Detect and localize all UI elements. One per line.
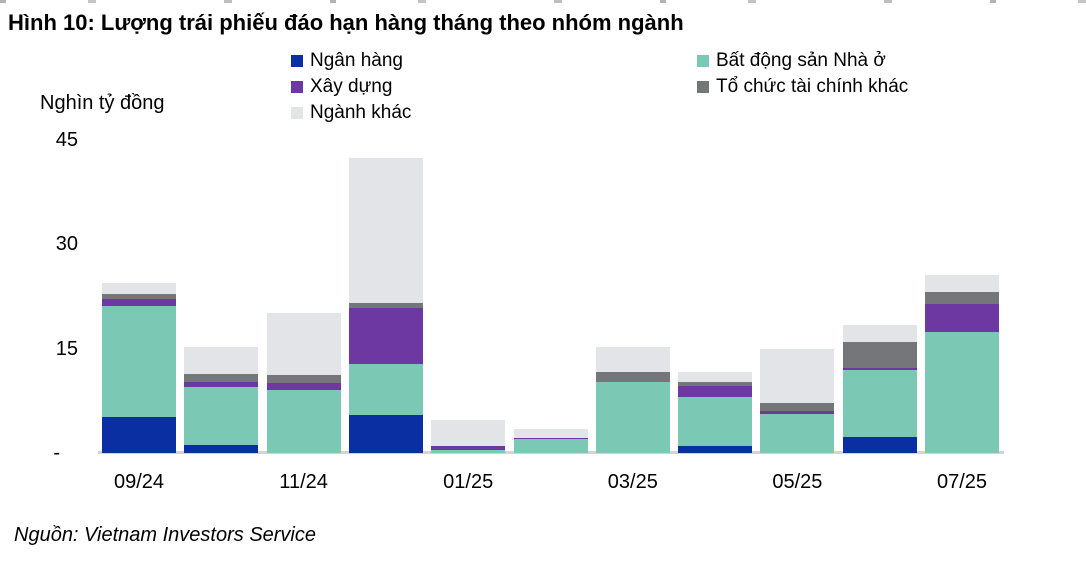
bar-segment — [431, 419, 506, 447]
chart-legend-left-column: Ngân hàng Xây dựng Ngành khác — [291, 48, 411, 126]
chart-legend-right-column: Bất động sản Nhà ở Tổ chức tài chính khác — [697, 48, 908, 100]
bar-segment — [266, 375, 341, 383]
legend-swatch-icon — [291, 55, 303, 67]
bar-group — [760, 349, 835, 453]
bar-segment — [760, 410, 835, 415]
bar-segment — [595, 372, 670, 383]
bar-segment — [266, 390, 341, 453]
bar-group — [184, 346, 259, 453]
legend-label: Ngân hàng — [310, 50, 403, 71]
bar-segment — [102, 305, 176, 417]
bar-segment — [678, 382, 753, 386]
bar-segment — [760, 414, 835, 453]
bar-group — [513, 429, 588, 453]
source-note: Nguồn: Vietnam Investors Service — [14, 524, 317, 546]
bar-segment — [348, 158, 423, 304]
legend-swatch-icon — [697, 55, 709, 67]
bar-segment — [760, 349, 835, 403]
bar-segment — [431, 446, 506, 451]
bar-segment — [184, 346, 259, 374]
x-tick-label: 01/25 — [443, 471, 494, 493]
x-tick-label: 11/24 — [279, 471, 328, 493]
legend-swatch-icon — [291, 81, 303, 93]
bar-segment — [184, 382, 259, 387]
bar-segment — [102, 293, 176, 300]
bar-segment — [348, 363, 423, 415]
bar-segment — [266, 382, 341, 391]
legend-item: Ngành khác — [291, 100, 411, 126]
bar-segment — [102, 282, 176, 294]
legend-item: Bất động sản Nhà ở — [697, 48, 908, 74]
legend-item: Tổ chức tài chính khác — [697, 74, 908, 100]
y-tick-label: 30 — [55, 233, 78, 256]
bar-segment — [348, 303, 423, 309]
bar-segment — [842, 325, 917, 343]
y-tick-label: 15 — [55, 337, 78, 360]
bar-group — [678, 372, 753, 453]
bar-segment — [678, 396, 753, 447]
bar-group — [925, 274, 999, 453]
bar-segment — [925, 291, 999, 305]
y-tick-label: - — [53, 442, 60, 464]
y-axis-unit-label: Nghìn tỷ đồng — [40, 92, 165, 114]
bar-segment — [842, 368, 917, 371]
figure-title: Hình 10: Lượng trái phiếu đáo hạn hàng t… — [8, 10, 684, 35]
legend-label: Xây dựng — [310, 76, 393, 97]
legend-label: Ngành khác — [310, 102, 412, 123]
x-tick-label: 07/25 — [936, 471, 988, 493]
bar-segment — [348, 414, 423, 453]
bar-segment — [678, 446, 753, 453]
bar-segment — [513, 439, 588, 453]
bar-group — [842, 325, 917, 453]
bar-segment — [184, 373, 259, 383]
legend-swatch-icon — [697, 81, 709, 93]
bar-segment — [925, 304, 999, 332]
bar-segment — [842, 342, 917, 369]
bar-group — [431, 419, 506, 453]
cropped-text-artifact — [0, 0, 1086, 3]
bar-group — [348, 158, 423, 453]
bar-segment — [102, 416, 176, 453]
bar-segment — [595, 346, 670, 373]
bar-segment — [513, 429, 588, 438]
legend-swatch-icon — [291, 107, 303, 119]
bar-segment — [842, 437, 917, 453]
plot-area — [98, 0, 1004, 454]
bar-segment — [925, 274, 999, 292]
legend-label: Bất động sản Nhà ở — [716, 50, 886, 71]
bar-segment — [348, 308, 423, 364]
y-tick-label: 45 — [55, 129, 78, 151]
x-tick-label: 05/25 — [772, 471, 823, 493]
bar-segment — [513, 437, 588, 440]
bar-segment — [678, 372, 753, 383]
bar-segment — [431, 450, 506, 453]
legend-item: Ngân hàng — [291, 48, 411, 74]
bar-segment — [184, 386, 259, 445]
bar-segment — [760, 402, 835, 411]
bar-segment — [595, 382, 670, 453]
bar-segment — [266, 313, 341, 376]
bar-segment — [184, 444, 259, 453]
bar-segment — [925, 331, 999, 453]
bar-group — [102, 282, 176, 453]
legend-item: Xây dựng — [291, 74, 411, 100]
bar-segment — [842, 370, 917, 438]
bar-segment — [678, 385, 753, 397]
bar-segment — [102, 299, 176, 306]
bar-group — [595, 346, 670, 453]
bar-group — [266, 313, 341, 453]
legend-label: Tổ chức tài chính khác — [716, 76, 909, 97]
x-tick-label: 03/25 — [607, 471, 658, 493]
x-tick-label: 09/24 — [113, 471, 165, 493]
